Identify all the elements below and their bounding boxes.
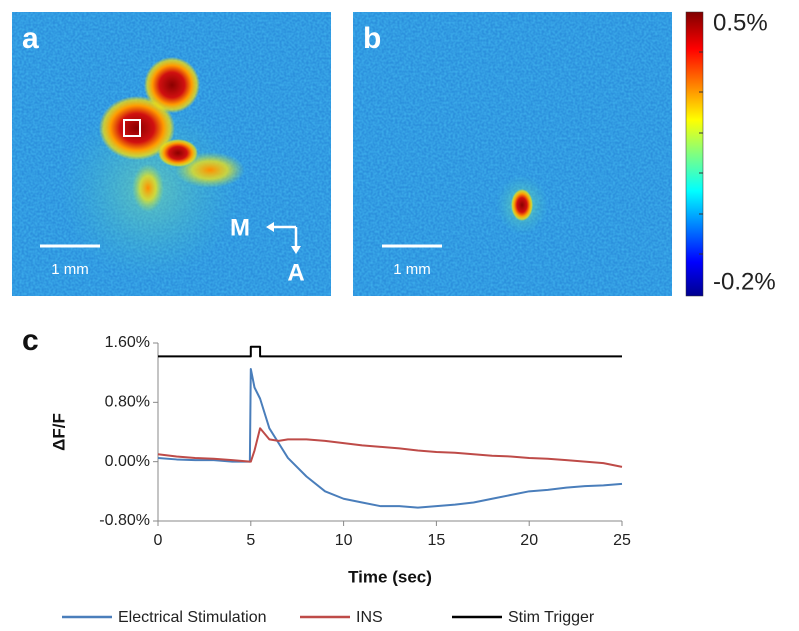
series-line <box>157 367 623 509</box>
orientation-label: M <box>230 214 250 241</box>
x-tick-label: 15 <box>428 532 446 549</box>
colorbar-gradient <box>685 11 704 297</box>
activation <box>132 164 164 212</box>
legend-label: Electrical Stimulation <box>118 609 267 626</box>
arrowhead <box>266 222 301 254</box>
colorbar-min: -0.2% <box>713 268 776 295</box>
x-tick-label: 0 <box>154 532 163 549</box>
y-tick-label: 0.80% <box>105 394 150 411</box>
legend-label: Stim Trigger <box>508 609 595 626</box>
x-tick-label: 25 <box>613 532 631 549</box>
orientation-arrow <box>272 225 298 248</box>
image-noise <box>353 12 672 296</box>
scale-label: 1 mm <box>51 261 89 278</box>
y-tick-label: -0.80% <box>99 512 150 529</box>
scale-label: 1 mm <box>393 261 431 278</box>
colorbar: 0.5% -0.2% <box>685 9 776 297</box>
y-tick-label: 0.00% <box>105 453 150 470</box>
series-line <box>158 345 622 358</box>
roi-box <box>123 119 141 137</box>
panel-a: a 1 mm M A <box>12 12 331 296</box>
orientation-label: A <box>287 259 304 286</box>
panel-label: a <box>22 22 39 55</box>
panel-label: c <box>22 324 39 357</box>
legend-label: INS <box>356 609 383 626</box>
series-line <box>157 427 623 468</box>
colorbar-max: 0.5% <box>713 9 768 36</box>
x-axis-label: Time (sec) <box>348 567 432 586</box>
colorbar-tick <box>699 51 703 255</box>
x-tick-label: 10 <box>335 532 353 549</box>
activation <box>511 189 533 221</box>
x-tick-label: 5 <box>246 532 255 549</box>
panel-label: b <box>363 22 381 55</box>
y-tick-label: 1.60% <box>105 334 150 351</box>
activation <box>144 57 200 113</box>
y-axis-label: ΔF/F <box>49 413 68 451</box>
activation <box>99 96 175 160</box>
x-tick-label: 20 <box>520 532 538 549</box>
activation <box>158 139 198 167</box>
panel-b: b 1 mm <box>353 12 672 296</box>
chart-c: c -0.80% 0.00% 0.80% 1.60% 0 5 10 15 20 25 Time (se… <box>22 324 631 626</box>
